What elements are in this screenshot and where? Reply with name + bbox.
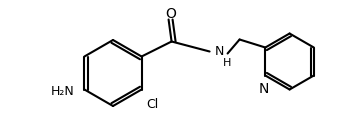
Text: H₂N: H₂N	[51, 85, 74, 98]
Text: N: N	[215, 45, 224, 58]
Text: O: O	[165, 6, 176, 20]
Text: N: N	[258, 81, 269, 95]
Text: Cl: Cl	[147, 97, 159, 110]
Text: H: H	[223, 58, 231, 67]
